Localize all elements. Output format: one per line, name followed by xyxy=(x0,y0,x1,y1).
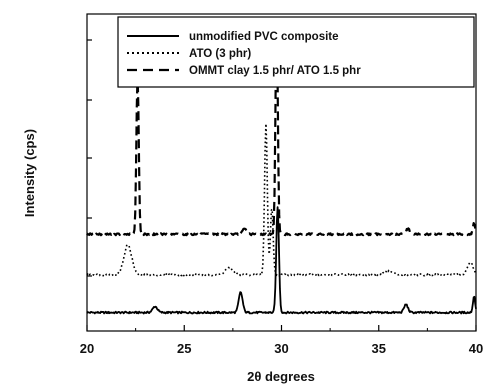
legend-label-2: OMMT clay 1.5 phr/ ATO 1.5 phr xyxy=(189,65,361,77)
legend: unmodified PVC composite ATO (3 phr) OMM… xyxy=(117,16,475,88)
y-axis-title: Intensity (cps) xyxy=(22,129,37,217)
x-tick-label-0: 20 xyxy=(80,341,94,356)
series-line-0 xyxy=(86,206,477,315)
y-axis-ticks xyxy=(87,39,92,277)
x-axis-title: 2θ degrees xyxy=(247,369,315,384)
series-layer xyxy=(86,20,478,315)
x-tick-label-4: 40 xyxy=(469,341,483,356)
x-tick-label-3: 35 xyxy=(372,341,386,356)
x-tick-label-2: 30 xyxy=(274,341,288,356)
legend-label-1: ATO (3 phr) xyxy=(189,48,251,60)
x-axis-tick-labels: 20 25 30 35 40 xyxy=(80,341,483,356)
legend-label-0: unmodified PVC composite xyxy=(189,31,339,43)
x-axis-ticks xyxy=(86,325,477,331)
series-line-1 xyxy=(86,122,477,277)
x-tick-label-1: 25 xyxy=(177,341,191,356)
